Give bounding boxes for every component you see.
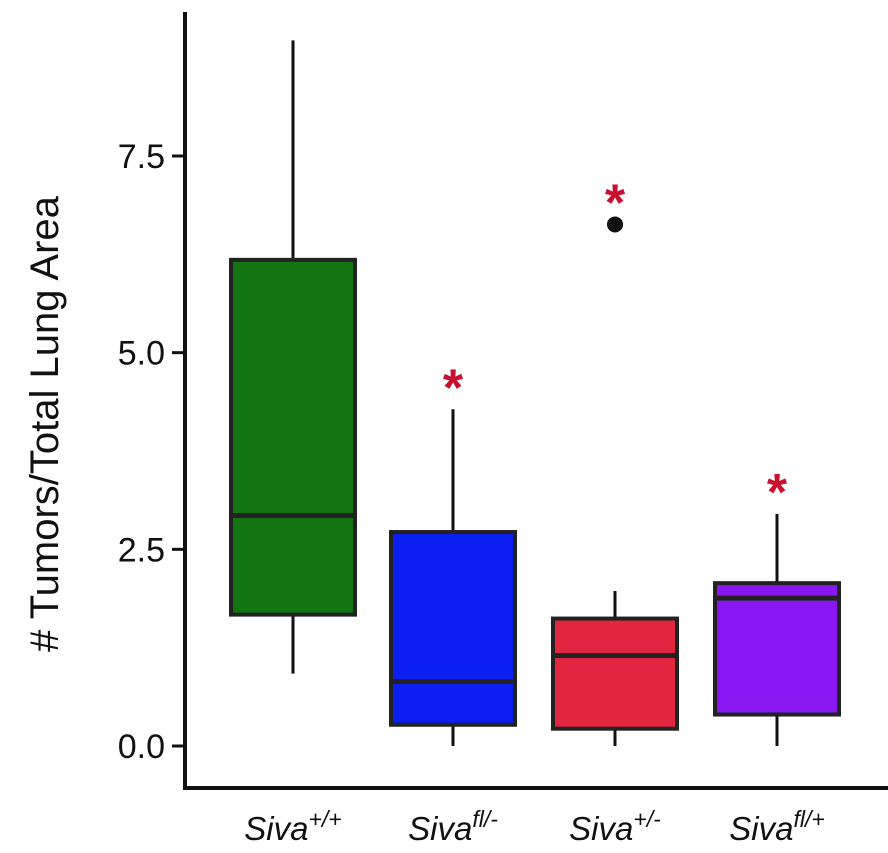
y-axis-ticks: 0.0 2.5 5.0 7.5 (118, 138, 185, 766)
x-tick-label: Sivafl/- (408, 806, 498, 847)
y-tick-label: 2.5 (118, 531, 165, 569)
box (229, 257, 357, 617)
axes (183, 12, 888, 790)
box-group (229, 40, 357, 674)
significance-star: * (443, 359, 464, 417)
significance-markers: * * * (443, 174, 788, 521)
x-tick-label: Siva+/- (569, 806, 661, 847)
significance-star: * (605, 174, 626, 232)
box (389, 530, 517, 727)
x-tick-label: Sivafl/+ (729, 806, 825, 847)
y-tick-label: 0.0 (118, 728, 165, 766)
y-axis-title: # Tumors/Total Lung Area (23, 195, 67, 652)
significance-star: * (767, 464, 788, 522)
y-tick-label: 5.0 (118, 335, 165, 373)
outlier-point (607, 216, 623, 233)
box (551, 616, 679, 731)
box-group (389, 409, 517, 746)
x-axis-labels: Siva+/+ Sivafl/- Siva+/- Sivafl/+ (244, 806, 825, 847)
boxes (229, 40, 841, 746)
box-group (713, 513, 841, 746)
box-group (551, 216, 679, 746)
box (713, 581, 841, 717)
y-tick-label: 7.5 (118, 138, 165, 176)
x-tick-label: Siva+/+ (244, 806, 341, 847)
